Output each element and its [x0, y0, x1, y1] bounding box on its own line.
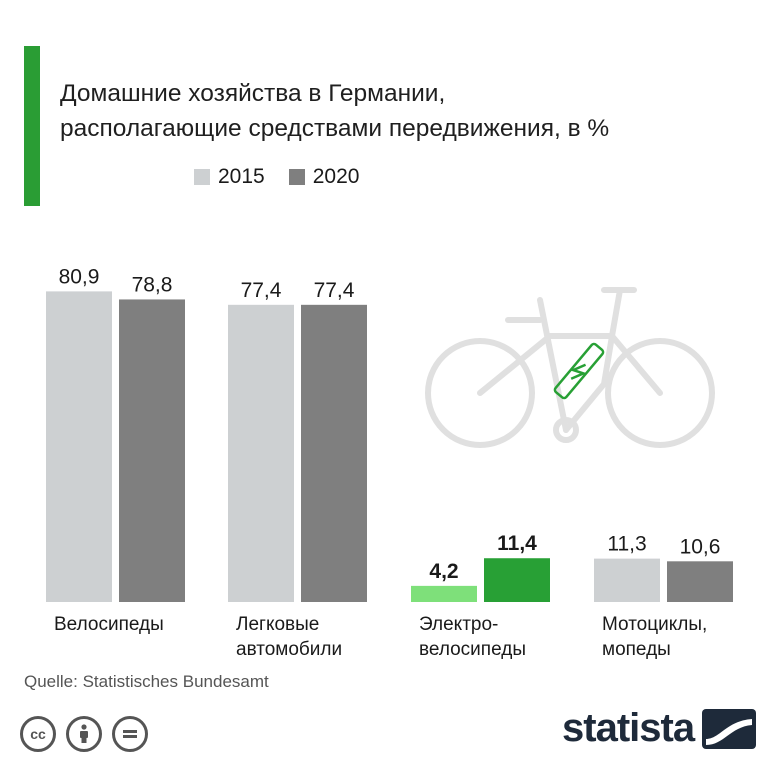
- category-label-3: Мотоциклы, мопеды: [602, 612, 707, 662]
- nd-icon[interactable]: [112, 716, 148, 752]
- chart-title-line-1: Домашние хозяйства в Германии,: [60, 80, 446, 107]
- statista-logo[interactable]: statista: [562, 706, 757, 751]
- bar-2015-1: [228, 304, 294, 602]
- bar-value-label-2015-2: 4,2: [429, 560, 458, 583]
- legend-label-2020: 2020: [312, 165, 360, 188]
- bar-value-label-2015-1: 77,4: [241, 279, 282, 302]
- bar-2020-0: [119, 299, 185, 602]
- bar-2020-1: [301, 304, 367, 602]
- legend-swatch-2020: [288, 169, 305, 185]
- category-label-1: Легковые автомобили: [236, 612, 342, 662]
- bar-2020-2: [484, 558, 550, 602]
- bar-value-label-2020-0: 78,8: [132, 273, 173, 296]
- statista-logo-mark-icon: [702, 708, 757, 749]
- category-label-2: Электро-велосипеды: [419, 612, 526, 662]
- chart-title-line-2: располагающие средствами передвижения, в…: [60, 115, 610, 142]
- legend-item-2015: 2015: [194, 165, 265, 189]
- battery-bolt-icon: [553, 342, 605, 400]
- legend-swatch-2015: [194, 169, 210, 185]
- category-label-line: Легковые: [236, 614, 320, 635]
- license-icons: cc: [20, 716, 148, 752]
- bar-2015-2: [411, 585, 477, 602]
- statista-logo-text: statista: [562, 706, 695, 750]
- legend: 2015 2020: [194, 165, 359, 189]
- category-label-line: велосипеды: [419, 639, 526, 660]
- category-label-line: Мотоциклы,: [602, 614, 708, 635]
- bar-value-label-2020-3: 10,6: [680, 535, 721, 558]
- source-note: Quelle: Statistisches Bundesamt: [24, 672, 269, 691]
- category-label-0: Велосипеды: [54, 612, 164, 637]
- chart-title: Домашние хозяйства в Германии, располага…: [60, 76, 740, 146]
- cc-icon[interactable]: cc: [20, 716, 56, 752]
- accent-bar: [24, 46, 40, 206]
- category-label-line: Электро-: [419, 614, 499, 635]
- category-label-line: автомобили: [236, 639, 343, 660]
- bar-value-label-2015-0: 80,9: [59, 265, 100, 288]
- bicycle-icon: [425, 287, 715, 448]
- bar-value-label-2020-1: 77,4: [314, 279, 355, 302]
- legend-item-2020: 2020: [288, 165, 360, 189]
- legend-label-2015: 2015: [218, 165, 265, 188]
- bar-2015-3: [594, 558, 660, 602]
- by-icon[interactable]: [66, 716, 102, 752]
- bar-value-label-2020-2: 11,4: [497, 532, 537, 555]
- category-label-line: мопеды: [602, 639, 671, 660]
- bar-2020-3: [667, 561, 733, 602]
- bar-value-label-2015-3: 11,3: [607, 533, 646, 556]
- bar-2015-0: [46, 291, 112, 602]
- category-label-line: Велосипеды: [54, 614, 164, 635]
